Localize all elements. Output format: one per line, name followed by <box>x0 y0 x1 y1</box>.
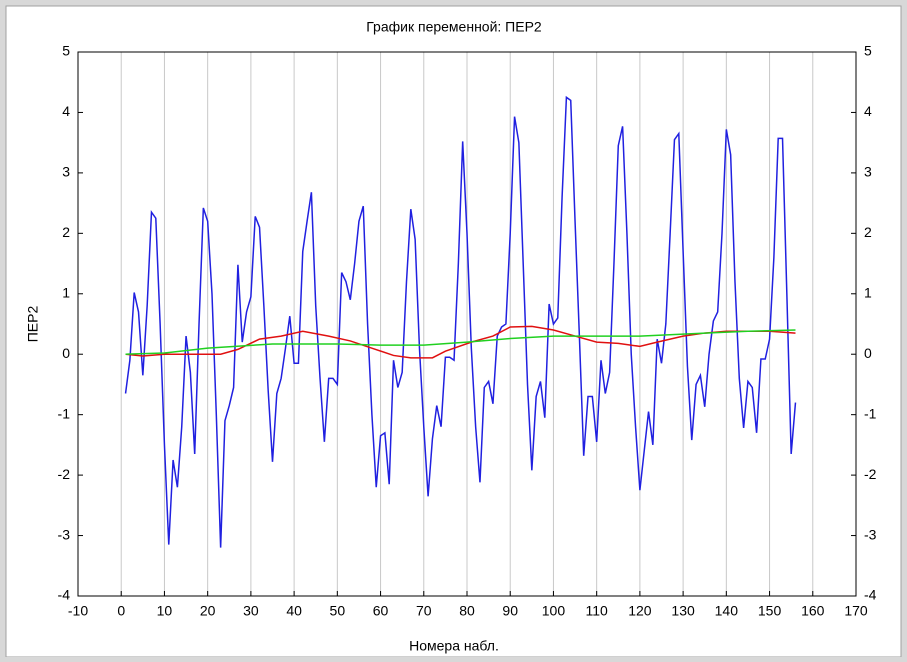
chart-title: График переменной: ПЕР2 <box>366 19 542 35</box>
x-tick-label: 100 <box>542 603 566 619</box>
y2-tick-label: 5 <box>864 43 872 59</box>
x-tick-label: 90 <box>502 603 518 619</box>
x-tick-label: 120 <box>628 603 652 619</box>
y2-tick-label: -4 <box>864 587 877 603</box>
y-tick-label: -3 <box>58 526 71 542</box>
series-line <box>125 329 796 355</box>
x-tick-label: 130 <box>671 603 695 619</box>
x-tick-label: 0 <box>117 603 125 619</box>
y2-tick-label: -3 <box>864 526 877 542</box>
x-tick-label: 10 <box>157 603 173 619</box>
x-tick-label: 60 <box>373 603 389 619</box>
y2-tick-label: 1 <box>864 284 872 300</box>
y2-tick-label: -1 <box>864 405 877 421</box>
y-tick-label: -1 <box>58 405 71 421</box>
y2-tick-label: 4 <box>864 103 872 119</box>
series-line <box>125 325 796 359</box>
x-tick-label: 30 <box>243 603 259 619</box>
x-tick-label: 50 <box>330 603 346 619</box>
y-tick-label: 2 <box>62 224 70 240</box>
x-tick-label: 140 <box>715 603 739 619</box>
x-tick-label: 110 <box>586 603 609 619</box>
x-tick-label: 170 <box>844 603 868 619</box>
y2-tick-label: 0 <box>864 345 872 361</box>
y-tick-label: 4 <box>62 103 70 119</box>
x-tick-label: 70 <box>416 603 432 619</box>
y2-tick-label: 3 <box>864 164 872 180</box>
y-axis-label: ПЕР2 <box>25 306 41 343</box>
x-tick-label: -10 <box>68 603 88 619</box>
y2-tick-label: 2 <box>864 224 872 240</box>
y-tick-label: 3 <box>62 164 70 180</box>
plot-frame <box>77 51 857 597</box>
x-axis-label: Номера набл. <box>409 638 499 654</box>
y-tick-label: 0 <box>62 345 70 361</box>
x-tick-label: 20 <box>200 603 216 619</box>
y-tick-label: -2 <box>58 466 71 482</box>
x-tick-label: 40 <box>286 603 302 619</box>
series-line <box>124 95 797 548</box>
y-tick-label: 1 <box>62 284 70 300</box>
x-tick-label: 80 <box>459 603 475 619</box>
y-tick-label: 5 <box>62 43 70 59</box>
x-tick-label: 160 <box>801 603 825 619</box>
x-tick-label: 150 <box>758 603 782 619</box>
y-tick-label: -4 <box>58 587 71 603</box>
y2-tick-label: -2 <box>864 466 877 482</box>
